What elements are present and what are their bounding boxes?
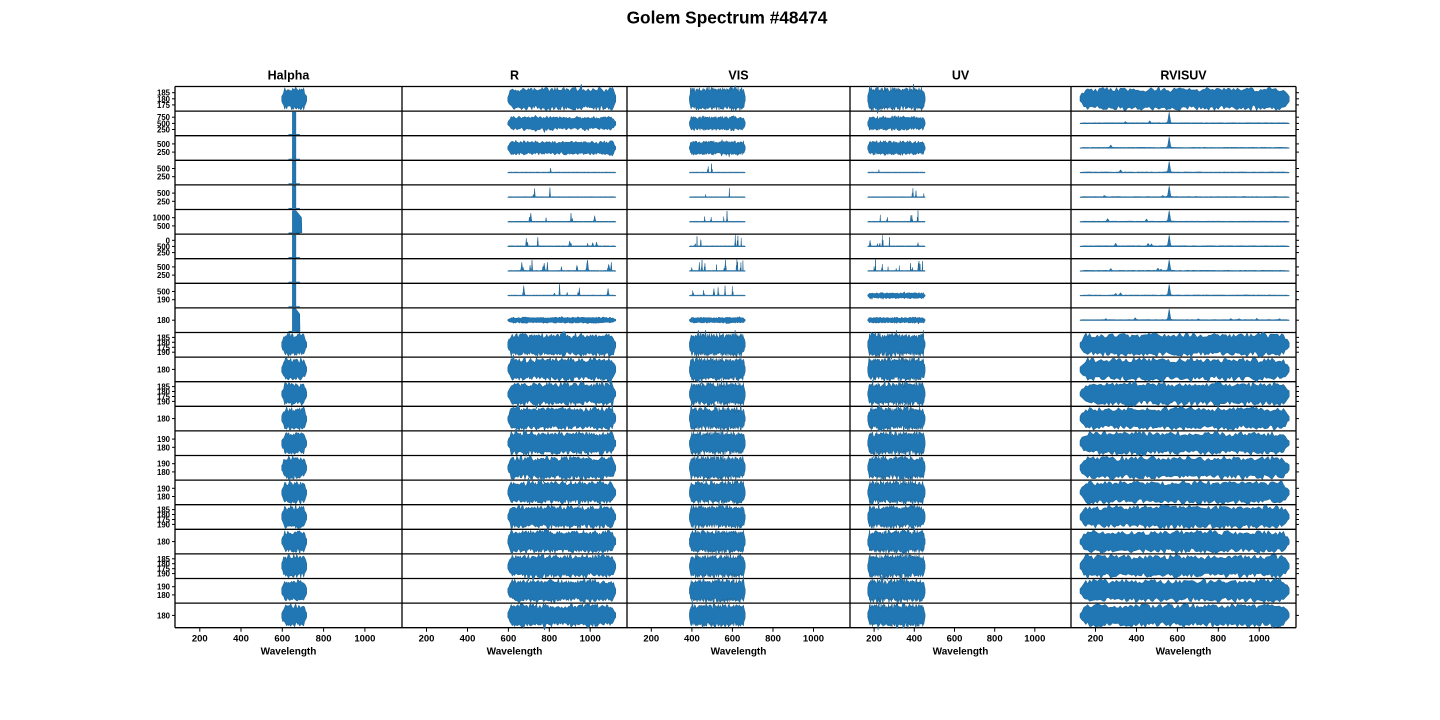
svg-text:Wavelength: Wavelength [487,647,543,658]
svg-text:190: 190 [157,296,171,305]
svg-text:800: 800 [765,634,781,645]
svg-text:600: 600 [947,634,963,645]
svg-text:190: 190 [157,348,171,357]
svg-text:180: 180 [157,415,171,424]
svg-text:190: 190 [157,520,171,529]
svg-text:400: 400 [1129,634,1145,645]
svg-text:200: 200 [419,634,435,645]
svg-text:190: 190 [157,570,171,579]
svg-text:250: 250 [157,148,171,157]
svg-text:Golem Spectrum #48474: Golem Spectrum #48474 [627,8,828,28]
svg-text:190: 190 [157,397,171,406]
svg-text:Wavelength: Wavelength [1156,647,1212,658]
svg-text:250: 250 [157,173,171,182]
svg-text:175: 175 [157,101,171,110]
svg-text:180: 180 [157,316,171,325]
svg-text:180: 180 [157,591,171,600]
svg-text:600: 600 [1169,634,1185,645]
svg-text:400: 400 [460,634,476,645]
svg-text:RVISUV: RVISUV [1160,69,1207,83]
svg-text:400: 400 [233,634,249,645]
svg-text:800: 800 [987,634,1003,645]
svg-text:800: 800 [541,634,557,645]
svg-text:Wavelength: Wavelength [261,647,317,658]
svg-text:250: 250 [157,271,171,280]
svg-text:1000: 1000 [803,634,824,645]
svg-text:1000: 1000 [1024,634,1045,645]
svg-text:Wavelength: Wavelength [933,647,989,658]
svg-text:1000: 1000 [580,634,601,645]
svg-text:500: 500 [157,222,171,231]
svg-text:180: 180 [157,365,171,374]
svg-text:600: 600 [724,634,740,645]
svg-text:200: 200 [1088,634,1104,645]
svg-text:180: 180 [157,443,171,452]
svg-text:180: 180 [157,538,171,547]
svg-text:UV: UV [952,69,970,83]
svg-text:400: 400 [684,634,700,645]
svg-text:Halpha: Halpha [268,69,311,83]
svg-text:200: 200 [643,634,659,645]
svg-text:180: 180 [157,493,171,502]
svg-text:250: 250 [157,249,171,258]
svg-text:1000: 1000 [1249,634,1270,645]
svg-text:1000: 1000 [354,634,375,645]
svg-text:Wavelength: Wavelength [711,647,767,658]
svg-text:800: 800 [1210,634,1226,645]
svg-text:600: 600 [274,634,290,645]
svg-text:VIS: VIS [728,69,748,83]
svg-text:180: 180 [157,611,171,620]
svg-text:250: 250 [157,126,171,135]
svg-text:180: 180 [157,468,171,477]
svg-text:400: 400 [906,634,922,645]
svg-text:200: 200 [866,634,882,645]
svg-text:600: 600 [500,634,516,645]
svg-text:R: R [510,69,519,83]
svg-text:250: 250 [157,197,171,206]
svg-text:200: 200 [192,634,208,645]
svg-text:800: 800 [316,634,332,645]
